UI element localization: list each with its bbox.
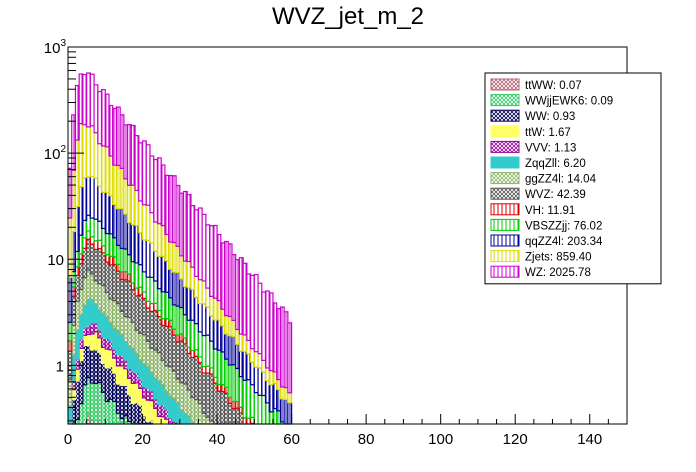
legend-swatch-ttww — [490, 78, 520, 91]
x-tick-label-40: 40 — [209, 431, 226, 448]
legend-label-zjets: Zjets: 859.40 — [525, 252, 591, 264]
legend-swatch-ggzz4l — [490, 172, 520, 185]
axes: 0 20 40 60 80 100 120 140 1 10 102 103 — [44, 38, 609, 448]
legend-label-ggzz4l: ggZZ4l: 14.04 — [525, 174, 597, 186]
legend-swatch-wz — [490, 265, 520, 278]
x-tick-label-80: 80 — [358, 431, 375, 448]
bar-qqzz4l-0 — [67, 276, 73, 323]
y-tick-label-1: 1 — [56, 358, 64, 375]
legend-swatch-zqqzll — [490, 156, 520, 169]
legend-label-ttw: ttW: 1.67 — [525, 127, 571, 139]
legend-label-wz: WZ: 2025.78 — [525, 267, 591, 279]
legend: ttWW: 0.07 WWjjEWK6: 0.09 WW: 0.93 ttW: 1.6… — [484, 72, 662, 285]
legend-swatch-vbszzjj — [490, 218, 520, 231]
legend-swatch-ww — [490, 109, 520, 122]
legend-label-zqqzll: ZqqZll: 6.20 — [525, 158, 586, 170]
legend-label-vh: VH: 11.91 — [525, 205, 575, 217]
x-tick-label-0: 0 — [64, 431, 72, 448]
legend-label-wvz: WVZ: 42.39 — [525, 189, 586, 201]
legend-swatch-vh — [490, 203, 520, 216]
legend-label-ww: WW: 0.93 — [525, 111, 575, 123]
legend-label-qqzz4l: qqZZ4l: 203.34 — [525, 236, 603, 248]
bar-qqzz4l-59 — [287, 402, 293, 425]
legend-swatch-ttw — [490, 125, 520, 138]
legend-label-wwjjewk6: WWjjEWK6: 0.09 — [525, 96, 613, 108]
legend-swatch-wvz — [490, 187, 520, 200]
bar-wz-0 — [67, 167, 73, 219]
bar-zjets-59 — [287, 392, 293, 404]
x-tick-label-120: 120 — [503, 431, 528, 448]
bar-vbszzjj-0 — [67, 321, 73, 342]
bar-wz-59 — [287, 322, 293, 394]
y-tick-label-10: 10 — [47, 252, 64, 269]
y-tick-label-100: 102 — [44, 144, 67, 163]
legend-label-vbszzjj: VBSZZjj: 76.02 — [525, 220, 602, 232]
bar-ggzz4l-0 — [67, 379, 73, 407]
legend-label-ttww: ttWW: 0.07 — [525, 80, 582, 92]
histogram-bars — [67, 72, 293, 425]
legend-swatch-vvv — [490, 140, 520, 153]
y-tick-label-1000: 103 — [44, 38, 67, 57]
legend-label-vvv: VVV: 1.13 — [525, 142, 576, 154]
legend-swatch-zjets — [490, 250, 520, 263]
x-tick-label-60: 60 — [283, 431, 300, 448]
x-tick-label-140: 140 — [577, 431, 602, 448]
legend-swatch-wwjjewk6 — [490, 94, 520, 107]
bar-vh-0 — [67, 340, 73, 352]
legend-swatch-qqzz4l — [490, 234, 520, 247]
bar-wz-1 — [71, 114, 77, 171]
x-tick-label-20: 20 — [134, 431, 151, 448]
x-tick-label-100: 100 — [428, 431, 453, 448]
chart-title: WVZ_jet_m_2 — [272, 3, 424, 30]
